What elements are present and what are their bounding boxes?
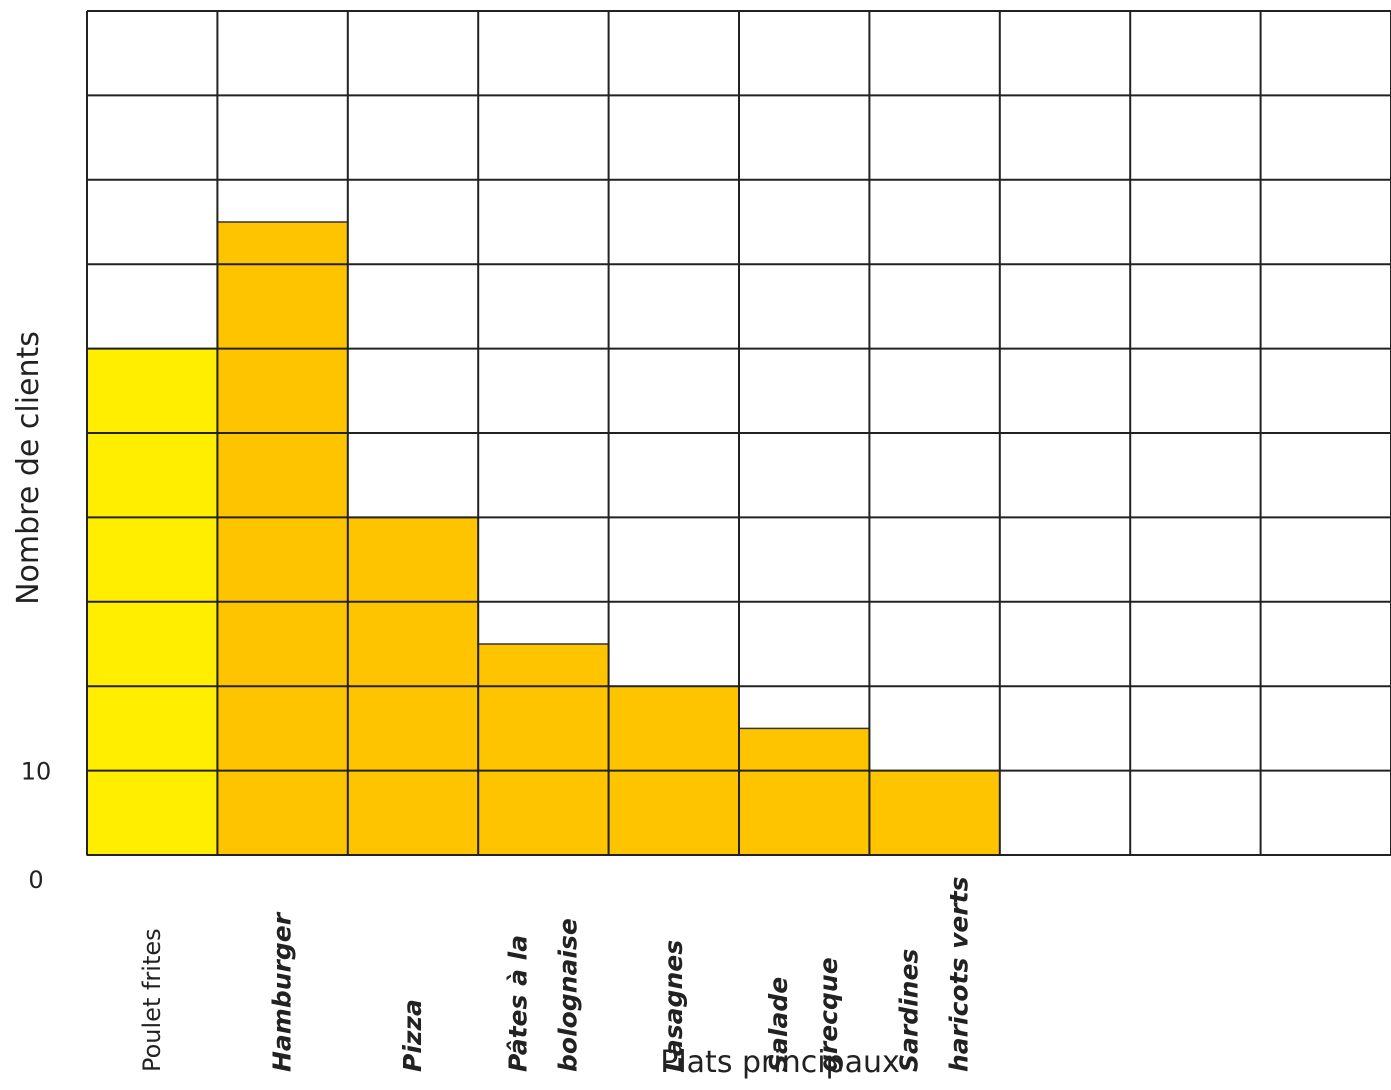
x-category-labels: Poulet frites Hamburger Pizza Pâtes à la bol…	[138, 876, 973, 1072]
x-axis-title: Plats principaux	[660, 1045, 900, 1080]
bars-layer	[86, 221, 1001, 856]
x-label-6-line-1: haricots verts	[945, 876, 974, 1072]
grid-layer	[86, 10, 1391, 856]
y-axis-title: Nombre de clients	[11, 331, 46, 605]
bar-3	[477, 643, 610, 856]
bar-6	[868, 769, 1001, 856]
bar-1	[216, 221, 349, 856]
x-label-0-line-0: Poulet frites	[138, 928, 166, 1072]
y-tick-labels: 0 10	[21, 758, 52, 894]
x-label-2-line-0: Pizza	[398, 999, 427, 1072]
bar-5	[738, 727, 871, 856]
y-tick-10: 10	[21, 758, 52, 786]
x-label-6-line-0: Sardines	[895, 949, 924, 1072]
y-tick-0: 0	[28, 866, 43, 894]
x-label-4-line-0: Lasagnes	[659, 940, 688, 1072]
x-label-1-line-0: Hamburger	[268, 911, 297, 1072]
x-label-3-line-1: bolognaise	[553, 918, 582, 1072]
x-label-5-line-1: grecque	[814, 957, 843, 1072]
x-label-5-line-0: Salade	[764, 977, 793, 1072]
x-label-3-line-0: Pâtes à la	[503, 935, 532, 1072]
